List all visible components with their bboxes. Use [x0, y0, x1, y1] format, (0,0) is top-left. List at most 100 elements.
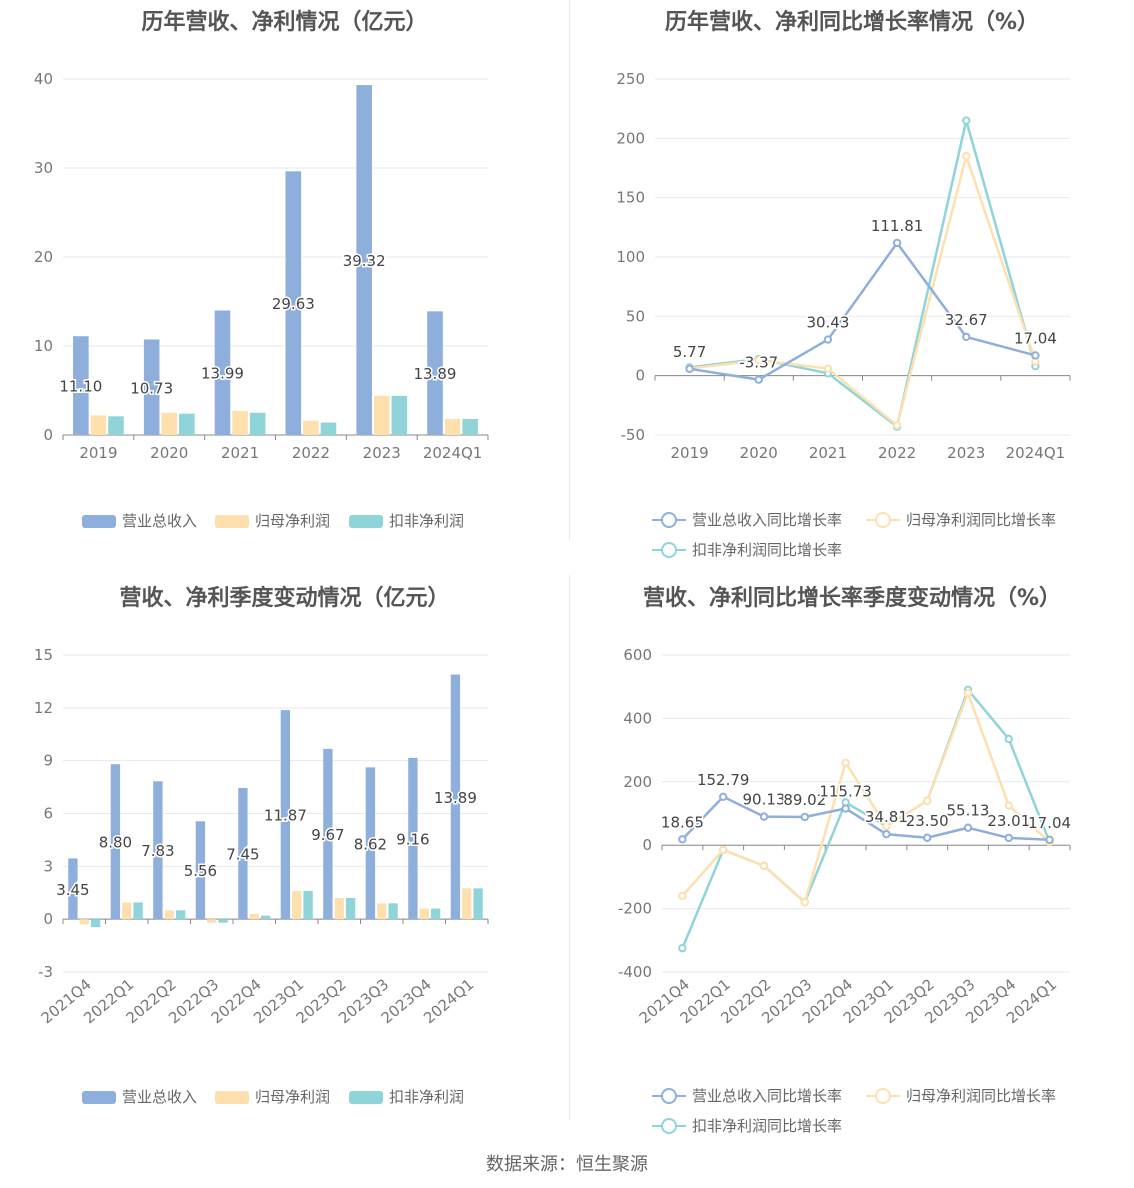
- y-tick-label: 50: [626, 307, 645, 325]
- point-value-label: 17.04: [1028, 814, 1071, 832]
- bar-net-profit: [122, 902, 132, 920]
- series-point: [1031, 351, 1040, 360]
- series-line-net-profit: [681, 689, 1051, 905]
- bar-deducted-profit: [260, 915, 271, 920]
- point-value-label: -3.37: [739, 354, 778, 372]
- bar-net-profit: [462, 888, 472, 920]
- series-point: [800, 812, 810, 822]
- data-source-note: 数据来源：恒生聚源: [486, 1154, 648, 1175]
- bar-value-label: 11.10: [59, 378, 102, 396]
- chart-title: 历年营收、净利同比增长率情况（%）: [664, 10, 1040, 35]
- series-point: [923, 833, 932, 842]
- bar-net-profit: [292, 890, 302, 920]
- series-point: [882, 829, 891, 839]
- point-value-label: 32.67: [945, 311, 988, 329]
- series-point: [1004, 833, 1013, 843]
- series-line-revenue: [681, 795, 1050, 842]
- bar-revenue: [427, 311, 443, 435]
- chart-svg: -3036912152021Q42022Q12022Q22022Q32022Q4…: [34, 646, 489, 1027]
- bar-value-label: 9.16: [396, 831, 429, 849]
- legend-label: 归母净利润同比增长率: [906, 1087, 1057, 1105]
- y-tick-label: 10: [34, 337, 53, 355]
- point-value-label: 23.01: [987, 812, 1030, 830]
- point-value-label: 55.13: [947, 802, 990, 820]
- bar-value-label: 3.45: [56, 881, 89, 899]
- series-point: [923, 796, 932, 806]
- y-tick-label: -200: [618, 900, 652, 918]
- series-point: [1045, 835, 1054, 844]
- quarterly-growth-chart: 营收、净利同比增长率季度变动情况（%） -400 -200 0 200 400 600 20…: [570, 576, 1134, 1136]
- bar-net-profit: [232, 410, 248, 435]
- bar-value-label: 5.56: [184, 862, 217, 880]
- series-point: [882, 821, 891, 831]
- point-value-label: 30.43: [806, 314, 849, 332]
- series-point: [823, 335, 833, 344]
- bar-deducted-profit: [320, 422, 337, 435]
- bar-net-profit: [444, 418, 461, 435]
- x-tick-label: 2019: [670, 444, 708, 462]
- bar-net-profit: [249, 913, 259, 920]
- series-point: [685, 364, 694, 374]
- x-tick-label: 2023: [363, 444, 401, 462]
- bar-value-label: 29.63: [272, 295, 315, 313]
- bar-net-profit: [334, 898, 344, 920]
- bar-value-label: 13.89: [434, 789, 477, 807]
- y-tick-label: -50: [621, 426, 646, 444]
- legend-label: 归母净利润: [255, 1088, 331, 1106]
- y-tick-label: -3: [38, 963, 53, 981]
- point-value-label: 152.79: [697, 771, 750, 789]
- legend-label: 扣非净利润: [389, 512, 465, 530]
- legend-circle-icon: [661, 512, 677, 528]
- bar-revenue: [285, 171, 302, 435]
- legend-circle-icon: [661, 1088, 677, 1104]
- series-point: [754, 356, 763, 365]
- series-point: [754, 375, 763, 384]
- y-tick-label: 600: [623, 646, 652, 664]
- series-point: [963, 823, 973, 832]
- bar-net-profit: [207, 919, 217, 923]
- point-value-label: 5.77: [673, 343, 706, 361]
- x-tick-label: 2022: [292, 444, 330, 462]
- y-tick-label: 0: [43, 426, 53, 444]
- y-tick-label: 200: [616, 129, 645, 147]
- x-tick-label: 2022: [878, 444, 916, 462]
- bar-value-label: 10.73: [130, 379, 173, 397]
- bar-deducted-profit: [249, 412, 266, 435]
- x-tick-label: 2020: [740, 444, 778, 462]
- bar-value-label: 8.62: [354, 835, 387, 853]
- series-point: [759, 812, 769, 821]
- chart-legend: 营业总收入 归母净利润 扣非净利润: [0, 0, 569, 560]
- bar-net-profit: [161, 412, 178, 435]
- x-tick-label: 2023: [947, 444, 985, 462]
- series-point: [823, 364, 833, 373]
- legend-swatch: [82, 1091, 116, 1104]
- bar-deducted-profit: [179, 413, 195, 435]
- chart-legend: 营业总收入 归母净利润 扣非净利润: [0, 576, 569, 1136]
- divider-top: [569, 0, 570, 540]
- bar-net-profit: [373, 395, 390, 435]
- bar-deducted-profit: [391, 395, 408, 435]
- point-value-label: 18.65: [661, 813, 704, 831]
- bar-deducted-profit: [473, 888, 483, 920]
- y-tick-label: 15: [34, 646, 53, 664]
- y-tick-label: 30: [34, 159, 53, 177]
- annual-revenue-profit-chart: 历年营收、净利情况（亿元） 0 10 20 30 40 2019 2020 2021 2022 2…: [0, 0, 569, 560]
- y-tick-label: 9: [43, 752, 53, 770]
- quarterly-revenue-profit-chart: 营收、净利季度变动情况（亿元） -3 0 3 6 9 12 15 2021Q4 2022Q1 20…: [0, 576, 569, 1136]
- bar-revenue: [356, 85, 372, 435]
- bar-deducted-profit: [133, 902, 143, 920]
- series-point: [841, 804, 850, 813]
- legend-label: 扣非净利润: [389, 1088, 465, 1106]
- bar-net-profit: [419, 908, 429, 920]
- chart-title: 营收、净利季度变动情况（亿元）: [119, 586, 450, 611]
- point-value-label: 17.04: [1014, 329, 1057, 347]
- x-tick-label: 2021: [221, 444, 259, 462]
- x-tick-label: 2024Q1: [423, 444, 483, 462]
- series-point: [892, 238, 902, 248]
- legend-label: 归母净利润: [255, 512, 331, 530]
- bar-revenue: [143, 339, 160, 435]
- y-tick-label: 12: [34, 699, 53, 717]
- y-tick-label: 250: [616, 70, 645, 88]
- chart-legend: 营业总收入同比增长率 归母净利润同比增长率 扣非净利润同比增长率: [570, 576, 1134, 1136]
- legend-label: 营业总收入: [122, 1088, 198, 1106]
